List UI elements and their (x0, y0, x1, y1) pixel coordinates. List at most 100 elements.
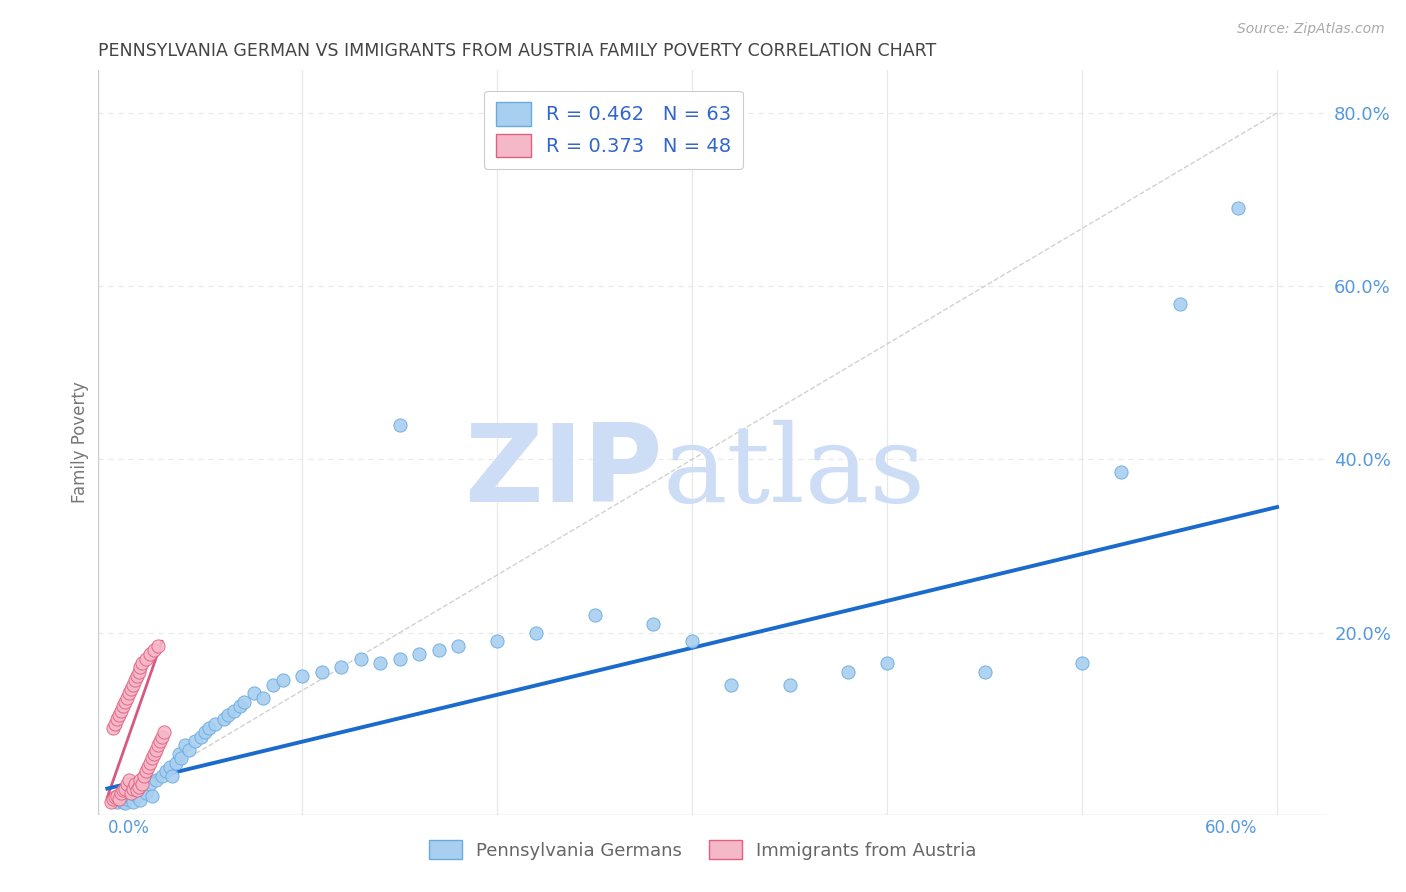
Point (779, 678, 801, 692)
Point (155, 764, 177, 779)
Legend: Pennsylvania Germans, Immigrants from Austria: Pennsylvania Germans, Immigrants from Au… (422, 833, 984, 867)
Point (153, 725, 176, 739)
Point (143, 643, 166, 657)
Point (197, 721, 219, 735)
Point (114, 797, 136, 811)
Point (121, 678, 143, 692)
Text: 60.0%: 60.0% (1205, 819, 1257, 837)
Point (139, 756, 162, 770)
Point (129, 772, 152, 787)
Point (120, 681, 142, 696)
Point (114, 695, 136, 709)
Point (134, 768, 156, 782)
Point (194, 725, 217, 739)
Point (100, 795, 122, 809)
Point (118, 786, 141, 800)
Point (1227, 201, 1250, 215)
Point (427, 643, 450, 657)
Point (129, 793, 152, 807)
Point (837, 665, 859, 679)
Point (291, 669, 314, 683)
Point (108, 708, 131, 723)
Point (222, 704, 245, 718)
Text: 0.0%: 0.0% (108, 819, 149, 837)
Point (159, 760, 181, 774)
Point (139, 777, 162, 791)
Point (170, 751, 193, 765)
Point (174, 738, 197, 752)
Point (262, 678, 284, 692)
Text: PENNSYLVANIA GERMAN VS IMMIGRANTS FROM AUSTRIA FAMILY POVERTY CORRELATION CHART: PENNSYLVANIA GERMAN VS IMMIGRANTS FROM A… (97, 42, 936, 60)
Point (131, 656, 153, 670)
Point (124, 673, 146, 688)
Point (681, 634, 703, 648)
Point (973, 665, 995, 679)
Point (447, 639, 470, 653)
Point (150, 768, 173, 782)
Point (104, 716, 127, 731)
Point (108, 792, 131, 806)
Point (121, 781, 143, 796)
Point (141, 789, 163, 803)
Point (160, 768, 183, 782)
Point (118, 772, 141, 787)
Point (146, 639, 169, 653)
Point (252, 690, 274, 705)
Point (115, 777, 138, 791)
Point (120, 790, 142, 805)
Point (125, 789, 148, 803)
Text: atlas: atlas (662, 419, 925, 524)
Point (229, 699, 252, 714)
Point (204, 716, 226, 731)
Point (131, 780, 153, 794)
Point (271, 673, 294, 688)
Point (143, 747, 166, 761)
Point (121, 795, 143, 809)
Point (111, 795, 134, 809)
Point (350, 651, 373, 665)
Point (408, 648, 430, 662)
Point (115, 690, 138, 705)
Point (330, 660, 353, 674)
Point (583, 608, 606, 623)
Point (110, 704, 132, 718)
Point (114, 781, 136, 796)
Point (149, 734, 172, 748)
Point (643, 617, 665, 632)
Point (128, 783, 150, 797)
Point (1071, 656, 1094, 670)
Point (105, 712, 128, 726)
Point (214, 712, 236, 726)
Y-axis label: Family Poverty: Family Poverty (72, 381, 89, 503)
Point (524, 625, 547, 640)
Point (184, 734, 207, 748)
Point (110, 786, 132, 800)
Point (105, 789, 128, 803)
Point (146, 738, 169, 752)
Legend: R = 0.462   N = 63, R = 0.373   N = 48: R = 0.462 N = 63, R = 0.373 N = 48 (484, 91, 742, 169)
Point (388, 417, 411, 432)
Point (111, 783, 134, 797)
Point (125, 669, 148, 683)
Point (720, 678, 742, 692)
Point (139, 648, 162, 662)
Point (125, 783, 148, 797)
Point (135, 651, 157, 665)
Point (141, 751, 163, 765)
Point (169, 747, 191, 761)
Point (128, 780, 150, 794)
Point (135, 786, 157, 800)
Point (118, 686, 141, 700)
Point (105, 795, 128, 809)
Point (111, 699, 134, 714)
Text: ZIP: ZIP (464, 419, 662, 524)
Point (120, 786, 142, 800)
Point (486, 634, 509, 648)
Point (1168, 296, 1191, 310)
Text: Source: ZipAtlas.com: Source: ZipAtlas.com (1237, 22, 1385, 37)
Point (124, 777, 146, 791)
Point (388, 651, 411, 665)
Point (150, 730, 173, 744)
Point (179, 742, 201, 756)
Point (128, 665, 150, 679)
